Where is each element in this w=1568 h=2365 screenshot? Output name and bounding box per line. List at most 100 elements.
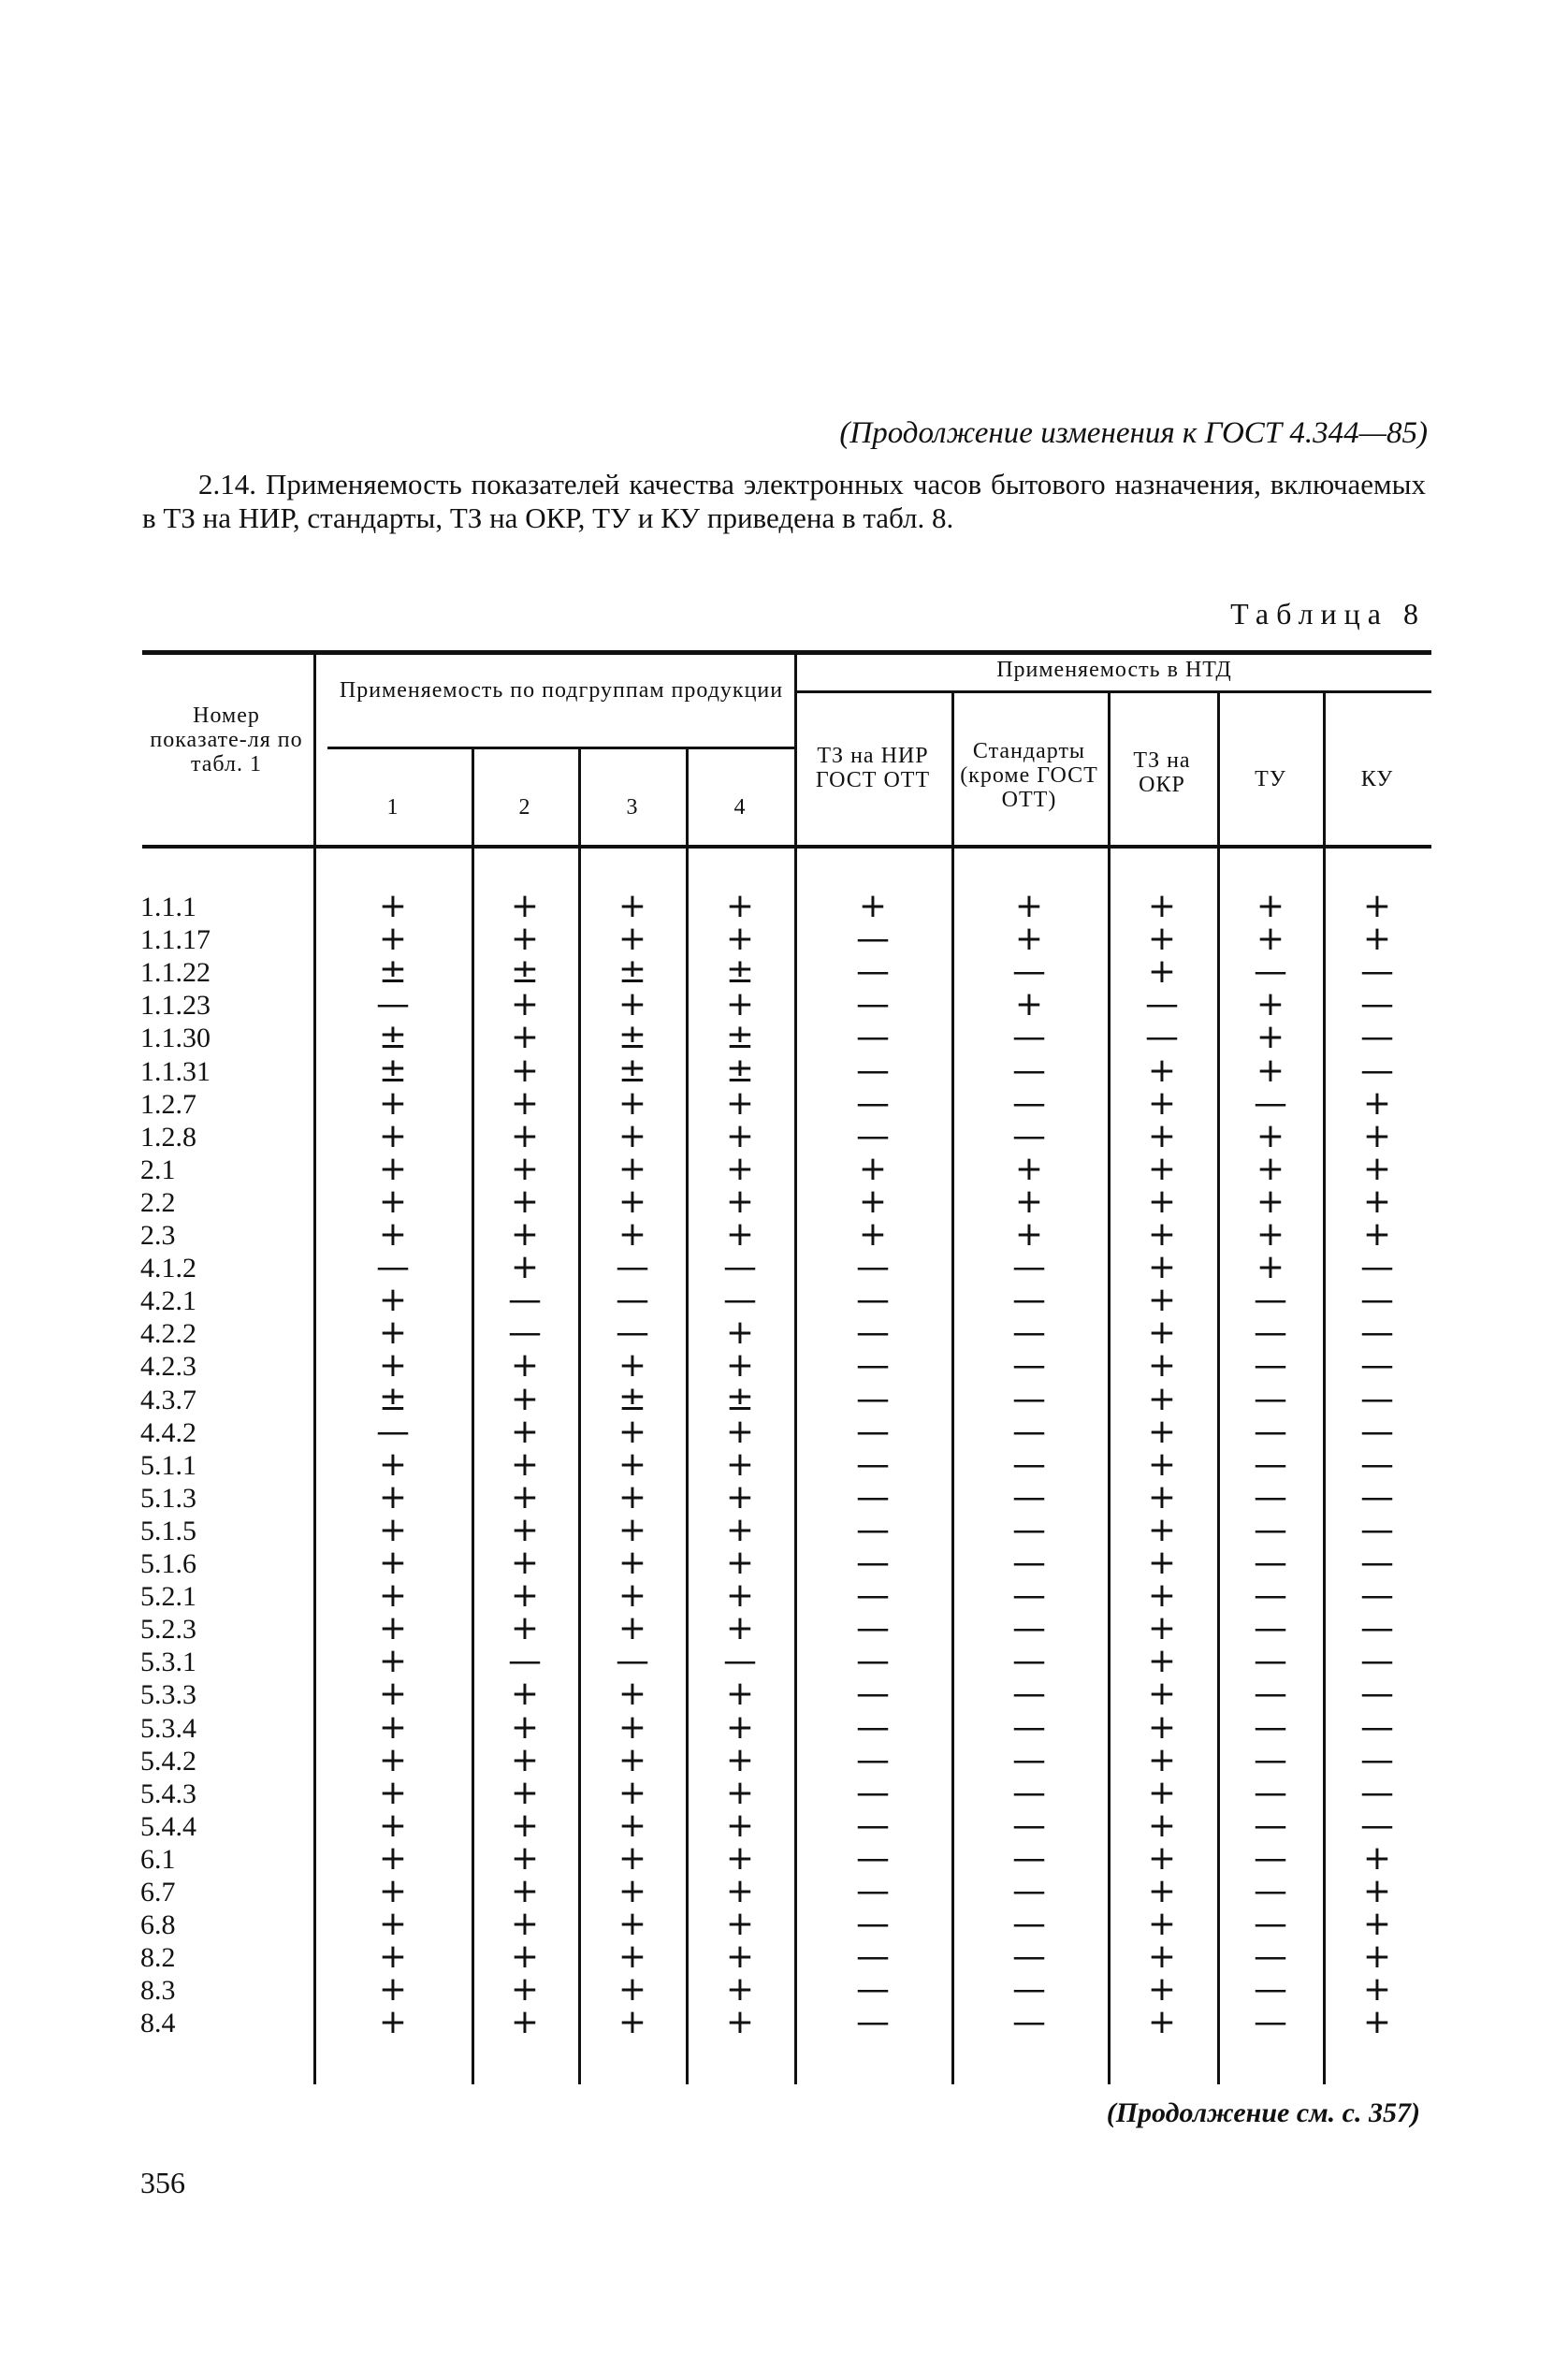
table-cell: + bbox=[1014, 985, 1044, 1024]
row-index: 1.2.8 bbox=[140, 1121, 196, 1153]
table-cell: + bbox=[378, 1444, 408, 1484]
table-cell: + bbox=[617, 1444, 647, 1484]
table-cell: — bbox=[856, 1642, 890, 1681]
table-cell: + bbox=[725, 1740, 755, 1779]
page-number: 356 bbox=[140, 2166, 185, 2199]
table-cell: + bbox=[378, 1576, 408, 1616]
table-cell: — bbox=[1360, 1412, 1394, 1451]
table-cell: + bbox=[1362, 1116, 1392, 1155]
table-cell: + bbox=[725, 1707, 755, 1747]
table-cell: + bbox=[725, 985, 755, 1024]
row-index: 5.2.3 bbox=[140, 1614, 196, 1646]
table-cell: — bbox=[856, 1544, 890, 1582]
table-cell: — bbox=[1254, 1281, 1287, 1320]
table-cell: + bbox=[1362, 1215, 1392, 1254]
table-cell: — bbox=[1254, 1083, 1287, 1123]
table-cell: + bbox=[725, 1116, 755, 1155]
table-cell: — bbox=[1012, 1675, 1046, 1714]
table-cell: + bbox=[725, 2003, 755, 2042]
table-cell: — bbox=[856, 1905, 890, 1944]
table-cell: + bbox=[1147, 1346, 1177, 1386]
header-group-ntd: Применяемость в НТД bbox=[996, 658, 1232, 682]
table-cell: — bbox=[856, 1773, 890, 1812]
table-cell: + bbox=[617, 1544, 647, 1582]
table-cell: + bbox=[725, 1182, 755, 1221]
table-cell: + bbox=[617, 1215, 647, 1254]
table-cell: + bbox=[725, 1970, 755, 2010]
table-cell: — bbox=[1254, 1412, 1287, 1451]
table-cell: + bbox=[510, 1773, 540, 1812]
table-cell: — bbox=[1012, 1248, 1046, 1287]
table-cell: + bbox=[617, 1116, 647, 1155]
table-cell: + bbox=[510, 1248, 540, 1287]
table-cell: ± bbox=[617, 1379, 647, 1418]
table-cell: + bbox=[617, 1707, 647, 1747]
table-cell: + bbox=[1014, 1182, 1044, 1221]
table-cell: + bbox=[378, 1806, 408, 1845]
table-cell: — bbox=[1360, 1051, 1394, 1090]
column-header: 1 bbox=[386, 795, 399, 820]
row-index: 1.1.31 bbox=[140, 1055, 211, 1087]
table-cell: + bbox=[1147, 952, 1177, 992]
table-cell: + bbox=[510, 1083, 540, 1123]
table-cell: + bbox=[1256, 1018, 1285, 1057]
row-index: 5.3.4 bbox=[140, 1712, 196, 1744]
column-divider bbox=[1217, 692, 1220, 2084]
table-cell: + bbox=[617, 985, 647, 1024]
table-cell: + bbox=[1147, 1444, 1177, 1484]
row-index: 1.1.17 bbox=[140, 924, 211, 956]
row-index: 4.2.3 bbox=[140, 1351, 196, 1383]
table-cell: + bbox=[617, 1609, 647, 1648]
table-cell: — bbox=[1012, 1477, 1046, 1516]
column-header: 2 bbox=[518, 795, 531, 820]
table-cell: — bbox=[1012, 1051, 1046, 1090]
table-cell: — bbox=[1360, 1281, 1394, 1320]
table-cell: + bbox=[378, 1773, 408, 1812]
table-cell: — bbox=[1360, 1707, 1394, 1747]
table-cell: — bbox=[856, 1281, 890, 1320]
table-cell: + bbox=[510, 1412, 540, 1451]
table-cell: + bbox=[378, 1544, 408, 1582]
table-cell: — bbox=[1254, 1544, 1287, 1582]
table-cell: — bbox=[856, 1346, 890, 1386]
table-cell: — bbox=[1360, 1477, 1394, 1516]
table-cell: — bbox=[1012, 1838, 1046, 1878]
row-index: 1.1.1 bbox=[140, 892, 196, 922]
column-header: ТЗ на ОКР bbox=[1133, 748, 1191, 797]
table-cell: + bbox=[617, 1806, 647, 1845]
table-cell: + bbox=[1147, 1248, 1177, 1287]
table-cell: — bbox=[376, 1412, 410, 1451]
column-divider bbox=[1108, 692, 1111, 2084]
table-cell: + bbox=[617, 1346, 647, 1386]
table-cell: + bbox=[510, 887, 540, 925]
table-cell: — bbox=[1360, 1379, 1394, 1418]
table-cell: — bbox=[1254, 1970, 1287, 2010]
table-cell: + bbox=[378, 920, 408, 959]
table-cell: + bbox=[1362, 1905, 1392, 1944]
table-cell: — bbox=[856, 1937, 890, 1977]
table-cell: — bbox=[856, 1083, 890, 1123]
table-cell: — bbox=[1360, 1642, 1394, 1681]
table-cell: — bbox=[1254, 1905, 1287, 1944]
table-cell: + bbox=[1147, 1609, 1177, 1648]
table-cell: + bbox=[725, 1905, 755, 1944]
row-index: 5.4.3 bbox=[140, 1777, 196, 1809]
table-cell: + bbox=[510, 1477, 540, 1516]
column-header: Стандарты (кроме ГОСТ ОТТ) bbox=[960, 739, 1098, 812]
table-cell: — bbox=[1254, 1806, 1287, 1845]
table-cell: + bbox=[617, 1182, 647, 1221]
table-cell: — bbox=[856, 1248, 890, 1287]
table-cell: + bbox=[378, 1083, 408, 1123]
table-cell: + bbox=[1147, 1937, 1177, 1977]
table-cell: — bbox=[1254, 1872, 1287, 1910]
table-cell: + bbox=[1147, 1149, 1177, 1188]
table-cell: — bbox=[616, 1281, 649, 1320]
table-cell: + bbox=[378, 1182, 408, 1221]
table-cell: — bbox=[856, 1018, 890, 1057]
table-cell: — bbox=[1254, 1642, 1287, 1681]
table-cell: — bbox=[723, 1281, 757, 1320]
table-cell: — bbox=[1360, 1806, 1394, 1845]
table-cell: + bbox=[1014, 920, 1044, 959]
table-cell: — bbox=[1360, 1740, 1394, 1779]
table-cell: — bbox=[1012, 1379, 1046, 1418]
